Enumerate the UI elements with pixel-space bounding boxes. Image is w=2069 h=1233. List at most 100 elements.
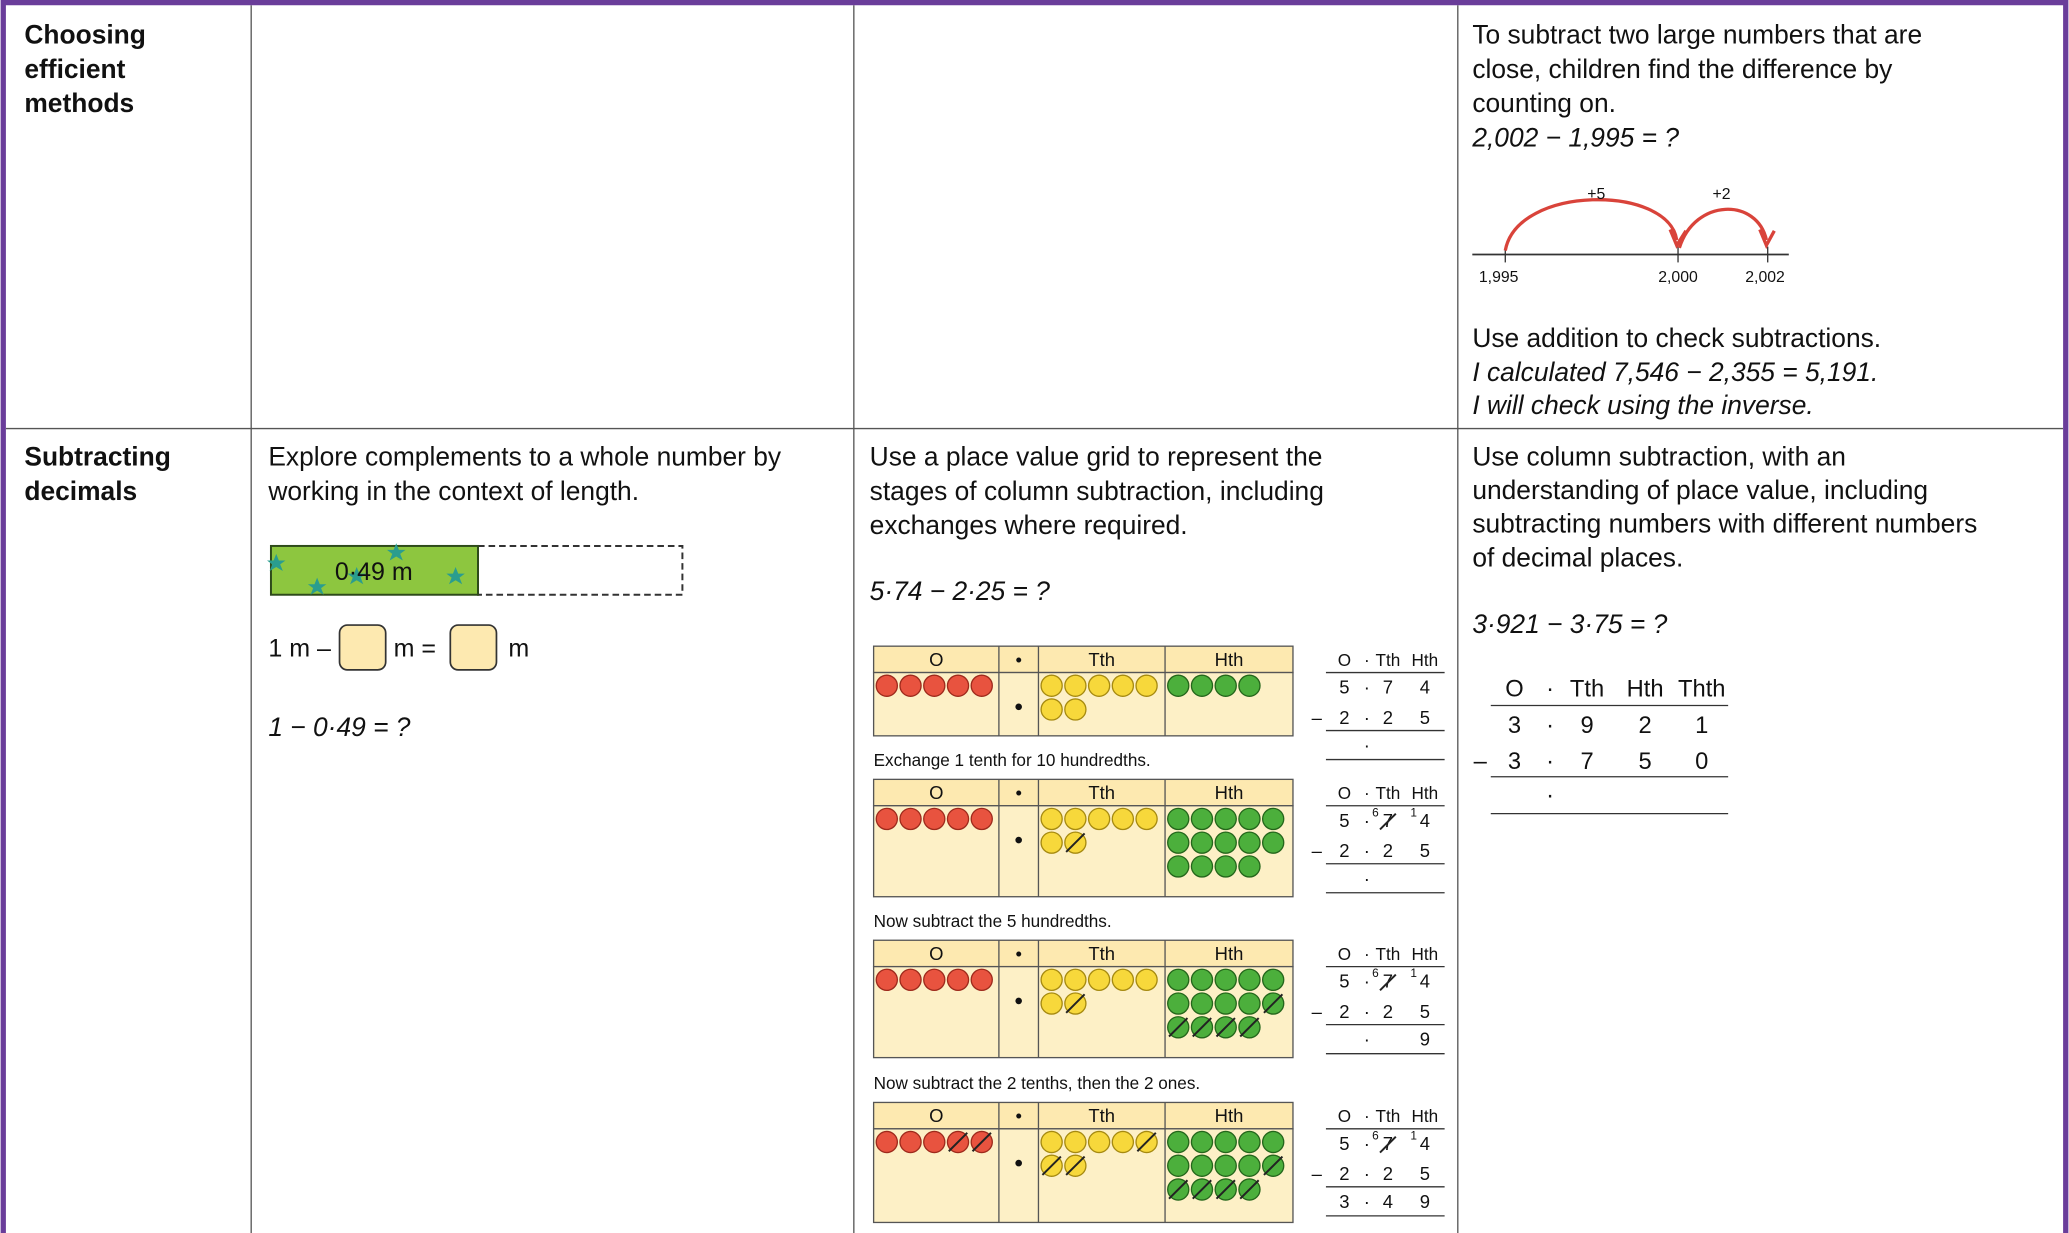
- exchange-digit: 6: [1372, 805, 1379, 819]
- jump-arc: [1677, 207, 1768, 249]
- counter: [1064, 674, 1087, 697]
- cross-out: [1065, 993, 1086, 1014]
- grid-header-label: O: [929, 1105, 943, 1126]
- number-line: [1472, 198, 1789, 263]
- counter: [1040, 674, 1063, 697]
- cross-out: [1136, 1132, 1157, 1152]
- digit: 3: [1508, 749, 1521, 775]
- exchange-digit: 1: [1410, 1128, 1417, 1142]
- decimal-point: [1015, 836, 1022, 844]
- digit: 0: [1695, 749, 1708, 775]
- example-line: I will check using the inverse.: [1472, 390, 1813, 420]
- grid-header-label: Hth: [1215, 943, 1244, 964]
- counter: [923, 807, 946, 831]
- counter: [1064, 968, 1087, 992]
- paragraph-line: Use addition to check subtractions.: [1472, 323, 1881, 353]
- paragraph-line: stages of column subtraction, including: [870, 476, 1324, 506]
- cross-out: [1065, 832, 1086, 853]
- digit: 2: [1383, 1163, 1393, 1184]
- cross-out: [1379, 1136, 1397, 1154]
- column-header: Hth: [1412, 944, 1439, 964]
- digit: 2: [1339, 707, 1349, 728]
- number-label: 2,002: [1745, 269, 1785, 286]
- equation: 5·74 − 2·25 = ?: [870, 576, 1051, 606]
- counter: [1167, 968, 1190, 992]
- digit: ·: [1364, 971, 1370, 992]
- counter: [1238, 1130, 1261, 1154]
- cross-out: [1041, 1155, 1062, 1176]
- column-header: ·: [1364, 783, 1370, 803]
- sentence-part: m: [508, 635, 529, 663]
- grid-header: [872, 939, 1294, 968]
- digit: 5: [1339, 971, 1349, 992]
- counter: [1167, 855, 1190, 878]
- counter: [1167, 674, 1190, 697]
- counter: [1261, 968, 1285, 992]
- digit: 5: [1420, 707, 1430, 728]
- answer-box: [338, 624, 387, 671]
- length-bar: [267, 543, 684, 596]
- star: [347, 567, 366, 585]
- stage-caption: Now subtract the 5 hundredths.: [874, 911, 1112, 931]
- cross-out: [948, 1132, 968, 1152]
- counter: [899, 807, 922, 831]
- counter: [1064, 1130, 1087, 1154]
- counter: [1190, 1130, 1214, 1154]
- counter: [899, 674, 922, 697]
- grid-header-label: Tth: [1088, 649, 1115, 670]
- jump-arc: [1503, 198, 1679, 251]
- counter: [1238, 1154, 1261, 1177]
- grid-header-label: Tth: [1088, 782, 1115, 803]
- counter: [1040, 968, 1063, 992]
- arrow-head: [1758, 228, 1776, 250]
- paragraph-line: subtracting numbers with different numbe…: [1472, 509, 1977, 539]
- grid-header-label: Hth: [1215, 1105, 1244, 1126]
- digit: ·: [1364, 707, 1370, 728]
- counter: [1111, 1130, 1135, 1154]
- bar-label: 0·49 m: [335, 558, 413, 586]
- digit: ·: [1546, 713, 1554, 739]
- digit: 2: [1339, 840, 1349, 861]
- counter: [923, 674, 946, 697]
- counter: [899, 968, 922, 992]
- grid-header-label: Hth: [1215, 649, 1244, 670]
- row-heading: decimals: [24, 476, 137, 506]
- column-header: Hth: [1627, 676, 1664, 702]
- counter: [1167, 992, 1190, 1015]
- digit: –: [1312, 840, 1323, 861]
- example-line: I calculated 7,546 − 2,355 = 5,191.: [1472, 357, 1878, 387]
- column-header: Tth: [1376, 1106, 1401, 1126]
- star: [267, 553, 286, 572]
- cross-out: [1379, 812, 1397, 831]
- star: [446, 567, 465, 585]
- grid-header-label: Tth: [1088, 1105, 1115, 1126]
- digit: 4: [1420, 677, 1430, 698]
- counter: [1190, 1154, 1214, 1177]
- counter: [1135, 968, 1158, 992]
- counter: [1167, 807, 1190, 831]
- counter: [1190, 674, 1214, 697]
- digit: 3: [1339, 1191, 1349, 1212]
- digit: 1: [1695, 713, 1708, 739]
- grid-header-label: O: [929, 943, 943, 964]
- counter: [970, 807, 993, 831]
- number-label: 2,000: [1658, 269, 1698, 286]
- counter: [1111, 674, 1135, 697]
- counter: [1238, 674, 1261, 697]
- digit: 4: [1420, 810, 1430, 831]
- paragraph-line: counting on.: [1472, 88, 1616, 118]
- cross-out: [1215, 1017, 1236, 1038]
- row-heading: methods: [24, 88, 134, 118]
- cross-out: [1168, 1179, 1189, 1200]
- counter: [1238, 855, 1261, 878]
- digit: 7: [1580, 749, 1593, 775]
- grid-header-label: Tth: [1088, 943, 1115, 964]
- cross-out: [1263, 993, 1284, 1014]
- counter: [946, 807, 970, 831]
- paragraph-line: Explore complements to a whole number by: [268, 442, 782, 472]
- counter: [1167, 831, 1190, 854]
- digit: 2: [1339, 1001, 1349, 1022]
- counter: [1214, 1130, 1237, 1154]
